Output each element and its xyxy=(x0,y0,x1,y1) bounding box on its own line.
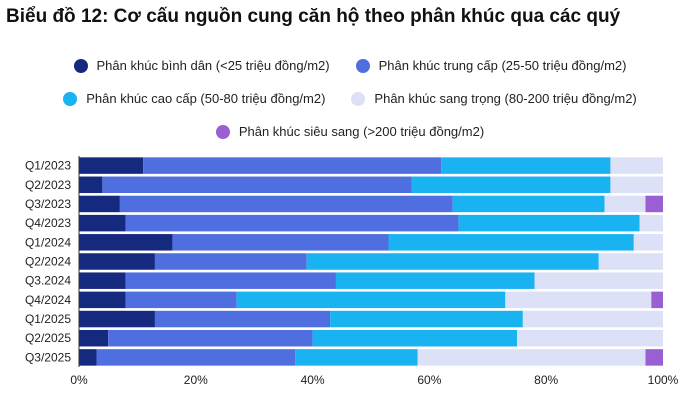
bar-segment-q2-2024-series-3 xyxy=(598,253,663,270)
bar-segment-q1-2024-series-1 xyxy=(172,234,389,251)
bar-segment-q2-2025-series-3 xyxy=(517,329,663,347)
bar-segment-q2-2025-series-0 xyxy=(79,329,109,347)
category-label-q1-2025: Q1/2025 xyxy=(25,312,71,326)
category-label-q2-2023: Q2/2023 xyxy=(25,178,71,192)
bar-segment-q2-2024-series-0 xyxy=(79,253,155,270)
bar-segment-q3-2025-series-1 xyxy=(96,349,296,366)
legend-swatch-cao-cap xyxy=(63,91,78,106)
legend-item-sieu-sang: Phân khúc siêu sang (>200 triệu đồng/m2) xyxy=(215,124,485,139)
legend-item-trung-cap: Phân khúc trung cấp (25-50 triệu đồng/m2… xyxy=(355,58,627,73)
bar-segment-q1-2023-series-2 xyxy=(441,157,611,174)
category-label-q4-2023: Q4/2023 xyxy=(25,216,71,230)
bar-segment-q1-2023-series-0 xyxy=(79,157,144,174)
bar-segment-q4-2024-series-3 xyxy=(505,291,652,309)
x-tick-label-4: 80% xyxy=(534,373,558,387)
category-label-q3-2024: Q3.2024 xyxy=(25,274,71,288)
bar-segment-q2-2023-series-0 xyxy=(79,176,103,194)
legend-swatch-binh-dan xyxy=(73,58,88,73)
bar-segment-q1-2024-series-2 xyxy=(388,234,634,251)
bar-segment-q2-2025-series-2 xyxy=(312,329,517,347)
legend-item-sang-trong: Phân khúc sang trọng (80-200 triệu đồng/… xyxy=(351,91,637,106)
bar-segment-q2-2023-series-2 xyxy=(411,176,611,194)
legend-swatch-sang-trong xyxy=(351,91,366,106)
category-label-q3-2023: Q3/2023 xyxy=(25,197,71,211)
chart-title: Biểu đồ 12: Cơ cấu nguồn cung căn hộ the… xyxy=(6,6,621,27)
bar-segment-q2-2025-series-1 xyxy=(108,329,313,347)
bar-segment-q3-2023-series-2 xyxy=(452,195,605,213)
bar-segment-q3-2023-series-3 xyxy=(604,195,646,213)
bar-segment-q4-2024-series-2 xyxy=(236,291,506,309)
category-label-q1-2024: Q1/2024 xyxy=(25,235,71,249)
bar-segment-q3-2024-series-1 xyxy=(125,272,336,289)
bar-segment-q1-2025-series-0 xyxy=(79,310,155,328)
bar-segment-q3-2024-series-2 xyxy=(335,272,535,289)
legend-swatch-sieu-sang xyxy=(215,124,230,139)
bar-segment-q3-2025-series-4 xyxy=(645,349,663,366)
bar-segment-q4-2023-series-0 xyxy=(79,214,126,232)
bar-segment-q2-2024-series-2 xyxy=(306,253,599,270)
legend-row-3: Phân khúc siêu sang (>200 triệu đồng/m2) xyxy=(0,124,700,139)
bar-segment-q4-2024-series-1 xyxy=(125,291,237,309)
bar-segment-q4-2023-series-3 xyxy=(639,214,663,232)
bar-segment-q1-2025-series-3 xyxy=(522,310,663,328)
bar-segment-q3-2025-series-2 xyxy=(295,349,418,366)
bar-segment-q1-2024-series-3 xyxy=(633,234,663,251)
legend-label-binh-dan: Phân khúc bình dân (<25 triệu đồng/m2) xyxy=(96,58,330,73)
bar-segment-q4-2023-series-2 xyxy=(458,214,640,232)
category-label-q2-2024: Q2/2024 xyxy=(25,255,71,269)
bar-segment-q2-2023-series-1 xyxy=(102,176,412,194)
bar-segment-q3-2024-series-0 xyxy=(79,272,126,289)
legend-label-sang-trong: Phân khúc sang trọng (80-200 triệu đồng/… xyxy=(374,91,637,106)
legend-row-1: Phân khúc bình dân (<25 triệu đồng/m2) P… xyxy=(0,58,700,73)
bar-segment-q3-2024-series-3 xyxy=(534,272,663,289)
legend-row-2: Phân khúc cao cấp (50-80 triệu đồng/m2) … xyxy=(0,91,700,106)
bar-segment-q4-2024-series-0 xyxy=(79,291,126,309)
bar-segment-q2-2024-series-1 xyxy=(154,253,307,270)
category-label-q3-2025: Q3/2025 xyxy=(25,350,71,364)
bar-segment-q3-2023-series-4 xyxy=(645,195,663,213)
legend-item-cao-cap: Phân khúc cao cấp (50-80 triệu đồng/m2) xyxy=(63,91,325,106)
legend-label-cao-cap: Phân khúc cao cấp (50-80 triệu đồng/m2) xyxy=(86,91,326,106)
x-tick-label-1: 20% xyxy=(184,373,208,387)
bar-segment-q2-2023-series-3 xyxy=(610,176,663,194)
x-tick-label-2: 40% xyxy=(301,373,325,387)
category-label-q1-2023: Q1/2023 xyxy=(25,159,71,173)
bar-segment-q3-2025-series-3 xyxy=(417,349,646,366)
bar-segment-q4-2023-series-1 xyxy=(125,214,459,232)
x-tick-label-0: 0% xyxy=(70,373,88,387)
bar-segment-q4-2024-series-4 xyxy=(651,291,663,309)
legend-item-binh-dan: Phân khúc bình dân (<25 triệu đồng/m2) xyxy=(73,58,330,73)
legend-label-trung-cap: Phân khúc trung cấp (25-50 triệu đồng/m2… xyxy=(378,58,627,73)
bar-segment-q3-2023-series-1 xyxy=(119,195,453,213)
legend-swatch-trung-cap xyxy=(355,58,370,73)
category-label-q2-2025: Q2/2025 xyxy=(25,331,71,345)
bar-segment-q1-2024-series-0 xyxy=(79,234,173,251)
bar-segment-q1-2023-series-1 xyxy=(143,157,442,174)
bar-segment-q1-2025-series-2 xyxy=(330,310,523,328)
category-label-q4-2024: Q4/2024 xyxy=(25,293,71,307)
x-tick-label-3: 60% xyxy=(417,373,441,387)
bar-segment-q1-2025-series-1 xyxy=(154,310,331,328)
bar-segment-q3-2023-series-0 xyxy=(79,195,120,213)
bar-segment-q3-2025-series-0 xyxy=(79,349,97,366)
legend-label-sieu-sang: Phân khúc siêu sang (>200 triệu đồng/m2) xyxy=(238,124,485,139)
x-tick-label-5: 100% xyxy=(648,373,679,387)
bar-segment-q1-2023-series-3 xyxy=(610,157,663,174)
